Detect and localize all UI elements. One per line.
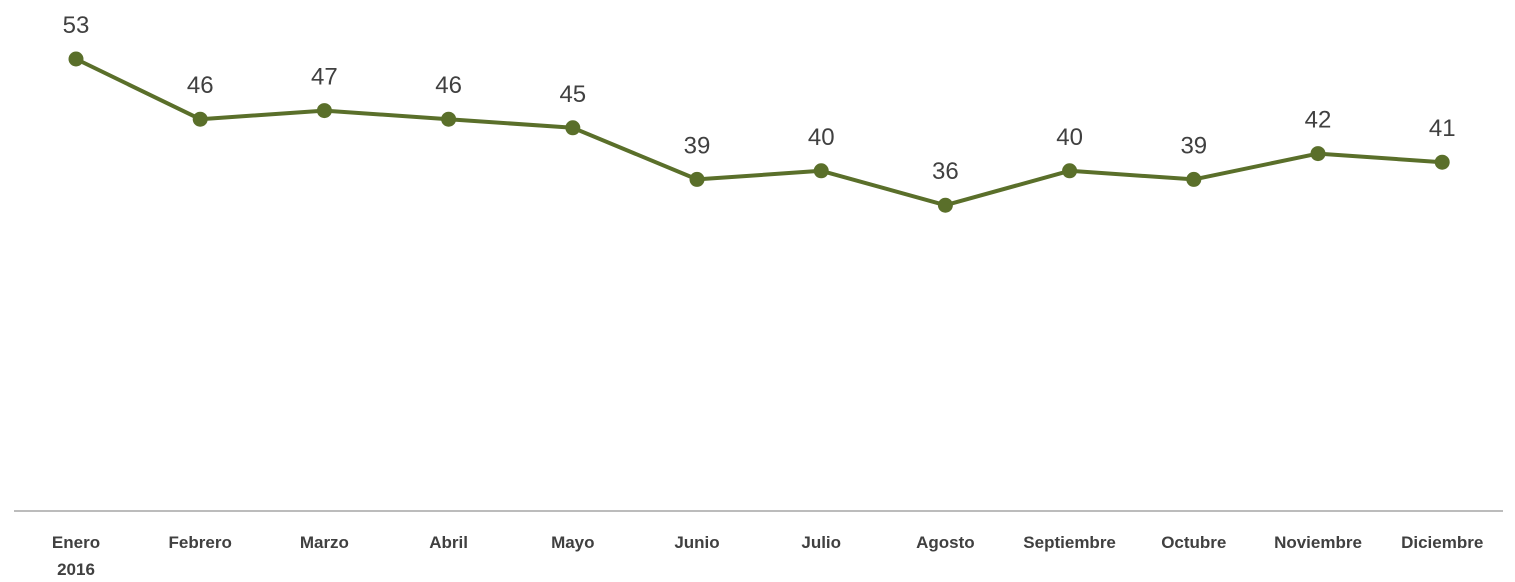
data-point <box>565 120 581 136</box>
x-tick-label: Julio <box>801 533 841 552</box>
x-tick-label: Abril <box>429 533 468 552</box>
x-tick-label: Diciembre <box>1401 533 1483 552</box>
x-tick-label: Septiembre <box>1023 533 1116 552</box>
data-label: 36 <box>932 158 959 185</box>
data-labels: 53 46 47 46 45 39 40 36 40 39 42 41 <box>63 12 1456 185</box>
data-label: 45 <box>559 81 586 108</box>
data-label: 46 <box>435 72 462 99</box>
x-tick-label: Marzo <box>300 533 349 552</box>
x-tick-label: Junio <box>674 533 719 552</box>
data-point <box>1062 163 1078 179</box>
series-line <box>75 57 1443 208</box>
data-label: 39 <box>1180 132 1207 159</box>
data-point <box>192 111 208 127</box>
data-point <box>68 51 84 67</box>
data-point <box>1434 154 1450 170</box>
data-point <box>316 103 332 119</box>
data-label: 42 <box>1305 107 1332 134</box>
x-tick-label: Mayo <box>551 533 594 552</box>
data-label: 46 <box>187 72 214 99</box>
data-point <box>1186 171 1202 187</box>
data-label: 39 <box>684 132 711 159</box>
x-tick-label: Octubre <box>1161 533 1226 552</box>
data-point <box>689 171 705 187</box>
x-tick-label: Agosto <box>916 533 975 552</box>
x-tick-labels: Enero 2016 Febrero Marzo Abril Mayo Junio Julio… <box>52 533 1483 579</box>
x-tick-label: Noviembre <box>1274 533 1362 552</box>
data-point <box>937 197 953 213</box>
x-tick-label: Febrero <box>169 533 232 552</box>
data-points <box>68 51 1450 213</box>
data-point <box>441 111 457 127</box>
data-label: 41 <box>1429 115 1456 142</box>
data-point <box>813 163 829 179</box>
data-point <box>1310 146 1326 162</box>
data-label: 53 <box>63 12 90 39</box>
data-label: 47 <box>311 64 338 91</box>
x-tick-label: Enero 2016 <box>52 533 100 579</box>
data-label: 40 <box>1056 124 1083 151</box>
data-label: 40 <box>808 124 835 151</box>
